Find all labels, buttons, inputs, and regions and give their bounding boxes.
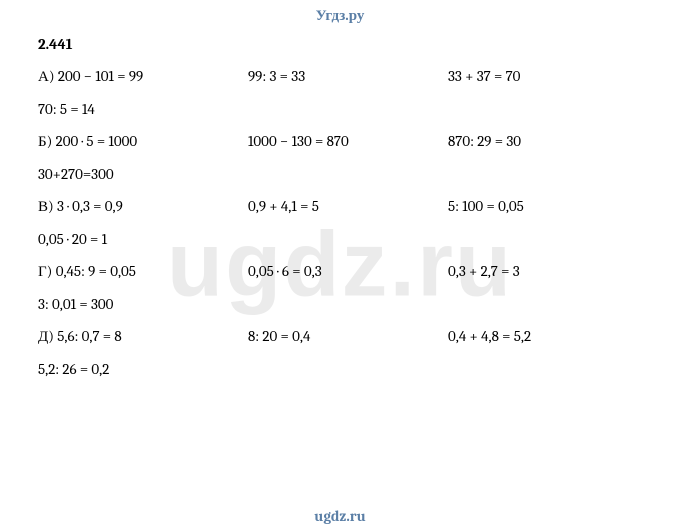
equation-cell: 5: 100 = 0,05 <box>448 197 660 216</box>
site-header: Угдз.ру <box>0 0 680 35</box>
equation-cell: 0,4 + 4,8 = 5,2 <box>448 327 660 346</box>
content-area: 2.441 А) 200 − 101 = 9999: 3 = 3333 + 37… <box>0 35 680 378</box>
equation-row: Г) 0,45: 9 = 0,050,05 · 6 = 0,30,3 + 2,7… <box>38 262 660 281</box>
equation-cell: 1000 − 130 = 870 <box>248 132 448 151</box>
equation-cell: 0,05 · 6 = 0,3 <box>248 262 448 281</box>
equation-cell: 870: 29 = 30 <box>448 132 660 151</box>
equation-row: В) 3 · 0,3 = 0,90,9 + 4,1 = 55: 100 = 0,… <box>38 197 660 216</box>
rows-container: А) 200 − 101 = 9999: 3 = 3333 + 37 = 70 7… <box>38 67 660 378</box>
equation-cell: В) 3 · 0,3 = 0,9 <box>38 197 248 216</box>
equation-cell: Д) 5,6: 0,7 = 8 <box>38 327 248 346</box>
problem-number: 2.441 <box>38 35 660 53</box>
equation-row: А) 200 − 101 = 9999: 3 = 3333 + 37 = 70 <box>38 67 660 86</box>
equation-cell: 70: 5 = 14 <box>38 100 660 118</box>
equation-cell: А) 200 − 101 = 99 <box>38 67 248 86</box>
equation-cell: 5,2: 26 = 0,2 <box>38 360 660 378</box>
site-footer: ugdz.ru <box>0 507 680 525</box>
equation-cell: Б) 200 · 5 = 1000 <box>38 132 248 151</box>
equation-cell: 3: 0,01 = 300 <box>38 295 660 313</box>
equation-cell: 0,05 · 20 = 1 <box>38 230 660 248</box>
equation-cell: 0,3 + 2,7 = 3 <box>448 262 660 281</box>
equation-cell: 0,9 + 4,1 = 5 <box>248 197 448 216</box>
equation-cell: 33 + 37 = 70 <box>448 67 660 86</box>
equation-cell: Г) 0,45: 9 = 0,05 <box>38 262 248 281</box>
equation-row: Д) 5,6: 0,7 = 88: 20 = 0,40,4 + 4,8 = 5,… <box>38 327 660 346</box>
equation-cell: 99: 3 = 33 <box>248 67 448 86</box>
equation-row: Б) 200 · 5 = 10001000 − 130 = 870870: 29… <box>38 132 660 151</box>
equation-cell: 8: 20 = 0,4 <box>248 327 448 346</box>
equation-cell: 30+270=300 <box>38 165 660 183</box>
